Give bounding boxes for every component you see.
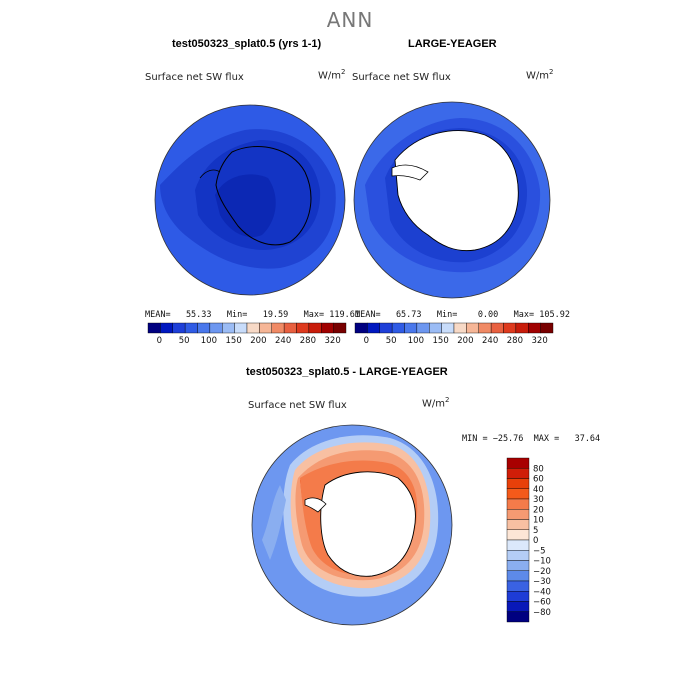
- colorbar-swatch: [466, 322, 479, 334]
- page-title: ANN: [326, 8, 374, 32]
- colorbar-swatch: [354, 322, 368, 334]
- colorbar-tick-label: 5: [533, 526, 538, 536]
- colorbar-swatch: [172, 322, 186, 334]
- colorbar-tick-label: 50: [179, 336, 190, 346]
- colorbar-tick-label: −30: [533, 577, 551, 587]
- colorbar-swatch: [506, 478, 530, 489]
- panel-2-title: LARGE-YEAGER: [408, 38, 497, 50]
- map-2: [354, 102, 550, 298]
- colorbar-swatch: [259, 322, 272, 334]
- colorbar-swatch: [184, 322, 198, 334]
- colorbar-swatch: [506, 509, 530, 520]
- colorbar-swatch: [271, 322, 285, 334]
- colorbar-swatch: [506, 539, 530, 551]
- colorbar-swatch: [506, 519, 530, 530]
- colorbar-swatch: [506, 560, 530, 571]
- colorbar-swatch: [321, 322, 334, 334]
- colorbar-tick-label: 320: [532, 336, 548, 346]
- colorbar-swatch: [453, 322, 467, 334]
- colorbar-swatch: [308, 322, 322, 334]
- colorbar-tick-label: 50: [386, 336, 397, 346]
- colorbar-tick-label: 60: [533, 475, 544, 485]
- colorbar-tick-label: 0: [364, 336, 369, 346]
- colorbar-swatch: [506, 591, 530, 602]
- colorbar-1: 0 50 100 150 200 240 280 320: [147, 322, 347, 346]
- panel-3-units: W/m2: [422, 396, 450, 410]
- panel-2-stats: MEAN= 65.73 Min= 0.00 Max= 105.92: [355, 310, 570, 320]
- colorbar-swatch: [528, 322, 541, 334]
- map-3: [252, 425, 452, 625]
- colorbar-tick-label: 280: [300, 336, 316, 346]
- panel-1-title: test050323_splat0.5 (yrs 1-1): [172, 38, 322, 50]
- colorbar-swatch: [506, 611, 530, 623]
- colorbar-swatch: [478, 322, 492, 334]
- colorbar-swatch: [416, 322, 430, 334]
- colorbar-swatch: [441, 322, 455, 334]
- colorbar-tick-label: 200: [457, 336, 473, 346]
- colorbar-swatch: [490, 322, 504, 334]
- colorbar-swatch: [506, 457, 530, 469]
- colorbar-swatch: [429, 322, 442, 334]
- colorbar-swatch: [515, 322, 529, 334]
- colorbar-tick-label: 240: [482, 336, 498, 346]
- colorbar-tick-label: −20: [533, 567, 551, 577]
- colorbar-swatch: [209, 322, 223, 334]
- colorbar-tick-label: 320: [325, 336, 341, 346]
- colorbar-tick-label: 280: [507, 336, 523, 346]
- colorbar-tick-label: 150: [433, 336, 449, 346]
- colorbar-swatch: [333, 322, 347, 334]
- colorbar-swatch: [222, 322, 235, 334]
- colorbar-swatch: [506, 468, 530, 479]
- colorbar-tick-label: −60: [533, 598, 551, 608]
- map-1: [155, 105, 345, 295]
- panel-1-units: W/m2: [318, 68, 346, 82]
- panel-3-title: test050323_splat0.5 - LARGE-YEAGER: [246, 366, 448, 378]
- colorbar-swatch: [147, 322, 161, 334]
- colorbar-tick-label: 30: [533, 495, 544, 505]
- colorbar-2: 0 50 100 150 200 240 280 320: [354, 322, 554, 346]
- panel-1-variable-label: Surface net SW flux: [145, 72, 244, 83]
- colorbar-tick-label: 200: [250, 336, 266, 346]
- colorbar-swatch: [391, 322, 405, 334]
- colorbar-swatch: [506, 529, 530, 541]
- colorbar-swatch: [506, 580, 530, 592]
- colorbar-swatch: [283, 322, 297, 334]
- colorbar-swatch: [506, 498, 530, 510]
- colorbar-swatch: [404, 322, 418, 334]
- colorbar-swatch: [506, 550, 530, 561]
- panel-3-stats: MIN = −25.76 MAX = 37.64: [462, 434, 601, 444]
- panel-2-units: W/m2: [526, 68, 554, 82]
- colorbar-swatch: [503, 322, 517, 334]
- colorbar-swatch: [197, 322, 211, 334]
- colorbar-swatch: [160, 322, 173, 334]
- colorbar-tick-label: −40: [533, 587, 551, 597]
- colorbar-swatch: [506, 601, 530, 612]
- panel-2-variable-label: Surface net SW flux: [352, 72, 451, 83]
- colorbar-tick-label: −80: [533, 608, 551, 618]
- colorbar-tick-label: 20: [533, 505, 544, 515]
- colorbar-tick-label: 10: [533, 516, 544, 526]
- colorbar-swatch: [379, 322, 393, 334]
- colorbar-swatch: [367, 322, 380, 334]
- colorbar-swatch: [506, 488, 530, 500]
- colorbar-swatch: [540, 322, 554, 334]
- colorbar-swatch: [506, 570, 530, 582]
- colorbar-swatch: [246, 322, 260, 334]
- colorbar-tick-label: 0: [157, 336, 162, 346]
- colorbar-tick-label: 40: [533, 485, 544, 495]
- panel-3-variable-label: Surface net SW flux: [248, 400, 347, 411]
- colorbar-tick-label: 150: [226, 336, 242, 346]
- colorbar-tick-label: −10: [533, 557, 551, 567]
- colorbar-tick-label: 80: [533, 464, 544, 474]
- colorbar-swatch: [296, 322, 310, 334]
- colorbar-tick-label: 100: [201, 336, 217, 346]
- colorbar-tick-label: −5: [533, 546, 546, 556]
- colorbar-swatch: [234, 322, 248, 334]
- colorbar-tick-label: 0: [533, 536, 538, 546]
- colorbar-tick-label: 100: [408, 336, 424, 346]
- panel-1-stats: MEAN= 55.33 Min= 19.59 Max= 119.61: [145, 310, 360, 320]
- colorbar-tick-label: 240: [275, 336, 291, 346]
